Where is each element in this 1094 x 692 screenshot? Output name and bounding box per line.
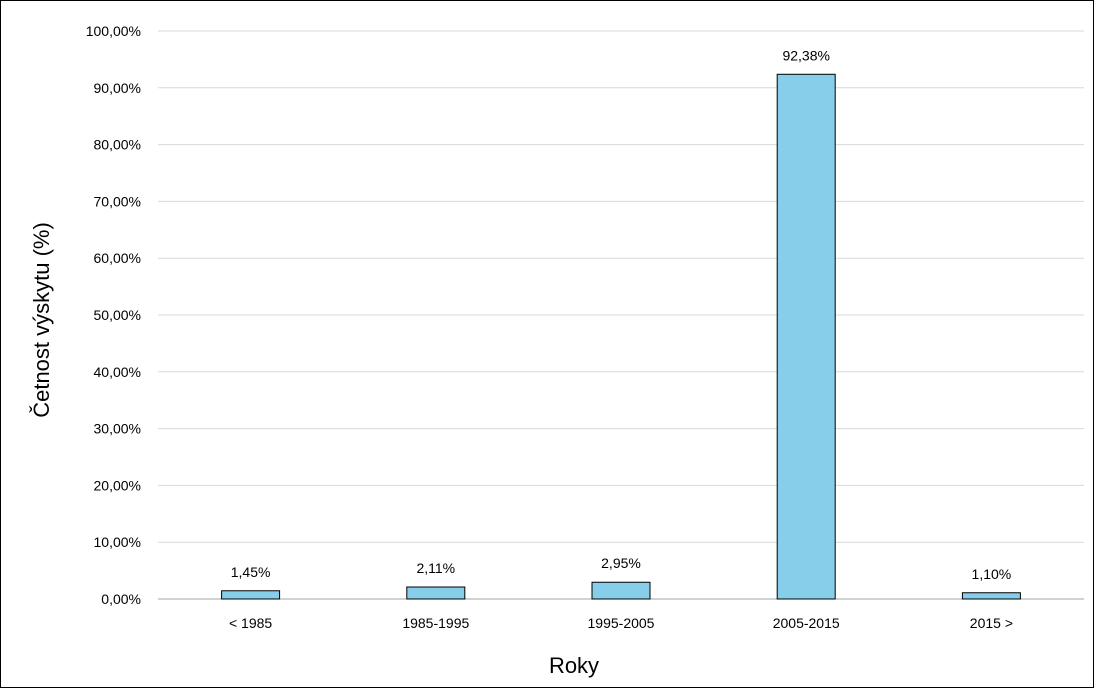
y-tick-label: 10,00% [94,534,141,550]
y-tick-label: 20,00% [94,477,141,493]
bar [776,73,836,600]
y-tick-label: 40,00% [94,364,141,380]
x-axis-title: Roky [549,653,599,678]
bar [591,581,651,600]
y-tick-label: 70,00% [94,193,141,209]
data-label: 1,45% [231,564,271,580]
x-tick-labels: < 1985 1985-1995 1995-2005 2005-2015 2015 > [229,615,1013,631]
data-label: 2,95% [601,555,641,571]
y-tick-label: 90,00% [94,80,141,96]
y-tick-labels: 0,00% 10,00% 20,00% 30,00% 40,00% 50,00% 60,00… [86,23,141,607]
bar [406,586,466,600]
y-tick-label: 50,00% [94,307,141,323]
y-tick-label: 0,00% [101,591,141,607]
x-tick-label: 1985-1995 [402,615,469,631]
data-labels: 1,45% 2,11% 2,95% 92,38% 1,10% [231,47,1012,581]
data-label: 92,38% [782,47,829,63]
bars [221,73,1021,600]
data-label: 2,11% [416,560,455,576]
data-label: 1,10% [972,566,1012,582]
y-tick-label: 100,00% [86,23,141,39]
bar [961,592,1021,600]
bar [221,590,281,600]
gridlines [158,30,1084,600]
x-tick-label: 1995-2005 [588,615,655,631]
y-axis-title: Četnost výskytu (%) [29,222,54,418]
x-tick-label: < 1985 [229,615,272,631]
x-tick-label: 2005-2015 [773,615,840,631]
x-tick-label: 2015 > [970,615,1013,631]
y-tick-label: 80,00% [94,137,141,153]
y-tick-label: 60,00% [94,250,141,266]
y-tick-label: 30,00% [94,421,141,437]
